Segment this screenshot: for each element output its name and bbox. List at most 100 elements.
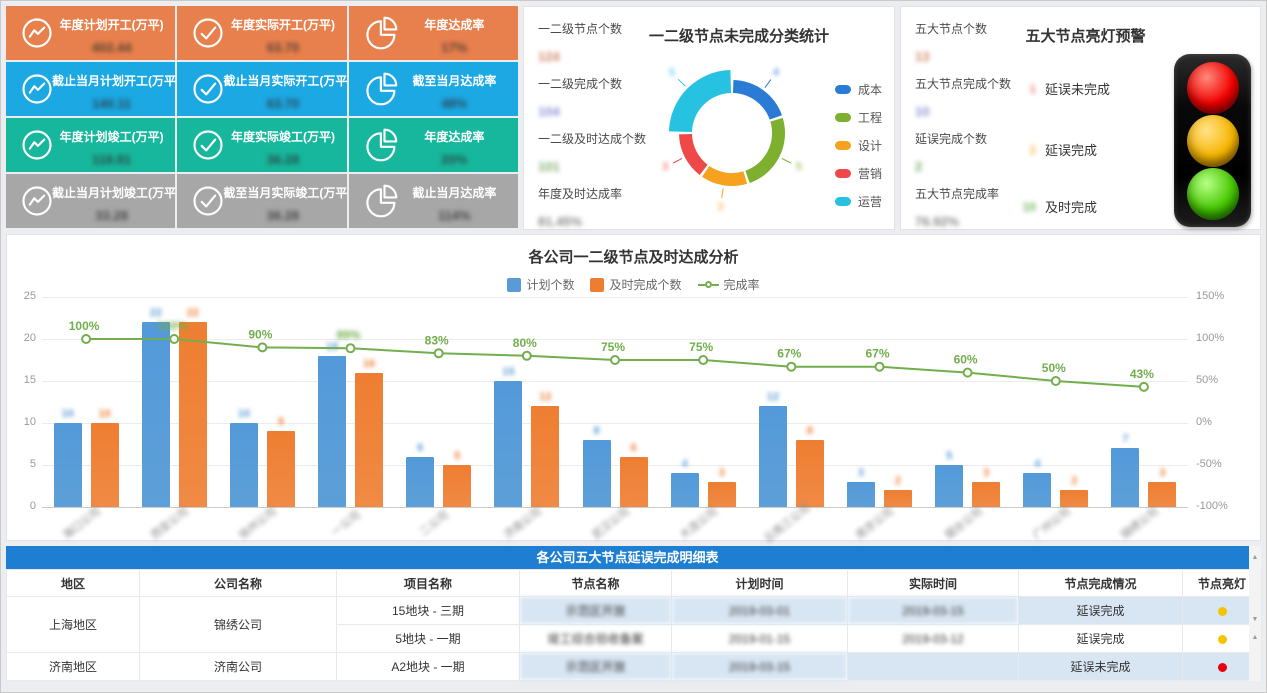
legend-item-plan[interactable]: 计划个数	[507, 276, 574, 293]
done-bar[interactable]: 5	[443, 450, 472, 507]
donut-callout-value: 3	[662, 161, 668, 173]
donut-legend-item-设计[interactable]: 设计	[834, 131, 882, 159]
kpi-label: 年度计划开工(万平)	[59, 18, 164, 32]
stat-block: 年度及时达成率 81.45%	[538, 182, 668, 237]
bar-groups: 10 10 22 22 10 9 18 16 6 5 15 12 8 6 4 3 12 8 3 2 5 3 4 2 7 3	[42, 297, 1188, 507]
bar-value-label: 12	[766, 391, 779, 404]
done-bar[interactable]: 3	[1148, 467, 1177, 507]
plan-bar[interactable]: 3	[846, 467, 875, 507]
x-axis-labels: 海口公司 西安公司 徐州公司 一公司 二公司 济南公司 武汉公司 大连公司 云南三公司 南京公司 烟…	[42, 502, 1188, 545]
legend-swatch	[834, 168, 851, 178]
plan-bar[interactable]: 10	[229, 408, 258, 507]
donut-chart[interactable]: 4 5 3 3 5	[624, 33, 860, 233]
plan-bar[interactable]: 12	[758, 391, 787, 507]
rate-point[interactable]	[610, 355, 620, 365]
trend-icon	[19, 15, 55, 51]
rate-point[interactable]	[962, 367, 973, 378]
donut-slice-成本[interactable]	[733, 80, 782, 120]
kpi-label: 截至当月实际竣工(万平)	[223, 186, 347, 200]
rate-point[interactable]	[1138, 381, 1149, 392]
x-axis-label-text: 二公司	[417, 508, 452, 539]
rate-point[interactable]	[345, 343, 356, 354]
done-bar[interactable]: 12	[531, 391, 560, 507]
rate-point[interactable]	[698, 355, 709, 365]
bar-value-label: 22	[186, 307, 199, 320]
scroll-down-icon[interactable]: ▼	[1251, 616, 1259, 623]
bar-value-label: 10	[237, 408, 251, 420]
scroll-up-icon[interactable]: ▲	[1251, 634, 1259, 641]
kpi-card: 年度计划开工(万平) 402.44	[6, 6, 176, 60]
donut-slice-设计[interactable]	[702, 166, 748, 186]
bar-chart-legend: 计划个数 及时完成个数 完成率	[7, 276, 1260, 293]
done-bar[interactable]: 2	[883, 475, 912, 507]
donut-slice-运营[interactable]	[669, 70, 731, 132]
donut-callout-line	[781, 157, 792, 164]
rate-point[interactable]	[1050, 376, 1061, 386]
done-bar[interactable]: 9	[266, 416, 295, 507]
donut-callout-value: 5	[669, 67, 675, 79]
donut-legend-item-营销[interactable]: 营销	[834, 159, 882, 187]
donut-legend: 成本 工程 设计 营销 运营	[834, 75, 882, 215]
plan-bar[interactable]: 4	[1023, 458, 1052, 507]
y-axis-tick-right: 0%	[1196, 416, 1212, 428]
done-bar[interactable]: 8	[795, 425, 824, 507]
plan-bar[interactable]: 15	[494, 366, 523, 507]
done-bar[interactable]: 2	[1060, 475, 1089, 507]
rate-point-label: 83%	[425, 333, 449, 347]
donut-legend-item-运营[interactable]: 运营	[834, 187, 882, 215]
done-bar[interactable]: 10	[90, 408, 119, 507]
plan-bar[interactable]: 10	[53, 408, 82, 507]
donut-slice-营销[interactable]	[679, 134, 708, 175]
donut-slice-工程[interactable]	[745, 117, 786, 183]
rate-point[interactable]	[433, 348, 444, 359]
rate-point-label: 75%	[601, 340, 625, 354]
plan-bar[interactable]: 5	[935, 450, 964, 507]
done-bar[interactable]: 16	[355, 358, 384, 507]
bar-value-label: 2	[1071, 475, 1078, 488]
rate-point[interactable]	[874, 361, 885, 372]
rate-legend-marker	[697, 281, 719, 288]
done-bar[interactable]: 3	[707, 467, 736, 507]
donut-legend-item-工程[interactable]: 工程	[834, 103, 882, 131]
plan-bar[interactable]: 7	[1111, 433, 1140, 507]
plan-bar[interactable]: 8	[582, 425, 611, 507]
kpi-card: 截止当月计划开工(万平) 140.11	[6, 62, 176, 116]
bar-value-label: 7	[1122, 433, 1129, 446]
done-bar[interactable]: 22	[178, 307, 207, 507]
table-scrollbar[interactable]: ▲ ▼ ▲	[1249, 546, 1261, 681]
plan-bar[interactable]: 18	[318, 341, 347, 507]
bar-group-一公司: 18 16	[306, 297, 394, 507]
table-cell: 延误完成	[1018, 596, 1183, 625]
bar-group-海口公司: 10 10	[42, 297, 130, 507]
y-axis-tick-left: 25	[23, 290, 36, 302]
done-bar[interactable]: 6	[619, 442, 648, 507]
done-bar[interactable]: 3	[972, 467, 1001, 507]
rate-point[interactable]	[169, 334, 180, 344]
plan-bar[interactable]: 22	[141, 307, 170, 507]
rate-point[interactable]	[521, 350, 532, 361]
rate-point-label: 100%	[157, 319, 188, 333]
rate-point[interactable]	[257, 342, 268, 353]
y-axis-tick-right: -50%	[1196, 458, 1222, 470]
x-axis-label: 南京公司	[835, 505, 923, 542]
kpi-label: 年度达成率	[424, 130, 485, 144]
plan-bar[interactable]: 6	[406, 442, 435, 507]
bar-chart-plot[interactable]: 10 10 22 22 10 9 18 16 6 5 15 12 8 6 4 3 12 8 3 2 5 3 4 2 7 3 100%…	[42, 297, 1188, 508]
legend-item-done[interactable]: 及时完成个数	[590, 276, 682, 293]
y-axis-tick-right: 150%	[1196, 290, 1225, 302]
x-axis-label-text: 烟台公司	[942, 505, 985, 542]
detail-table: 地区 公司名称 项目名称 节点名称 计划时间 实际时间 节点完成情况 节点亮灯 上海地区 锦绣公…	[6, 569, 1262, 681]
scroll-up-icon[interactable]: ▲	[1251, 554, 1259, 561]
table-cell: 15地块 - 三期	[336, 596, 520, 625]
x-axis-label: 海口公司	[42, 505, 130, 542]
table-header-项目名称: 项目名称	[336, 569, 520, 597]
donut-legend-item-成本[interactable]: 成本	[834, 75, 882, 103]
kpi-value: 17%	[441, 40, 468, 55]
x-axis-label-text: 武汉公司	[589, 505, 632, 542]
legend-item-rate[interactable]: 完成率	[697, 276, 760, 293]
rate-point[interactable]	[81, 334, 92, 344]
donut-callout-value: 3	[717, 201, 723, 213]
rate-point[interactable]	[786, 361, 797, 372]
traffic-title: 五大节点亮灯预警	[1025, 28, 1146, 45]
plan-bar[interactable]: 4	[670, 458, 699, 507]
